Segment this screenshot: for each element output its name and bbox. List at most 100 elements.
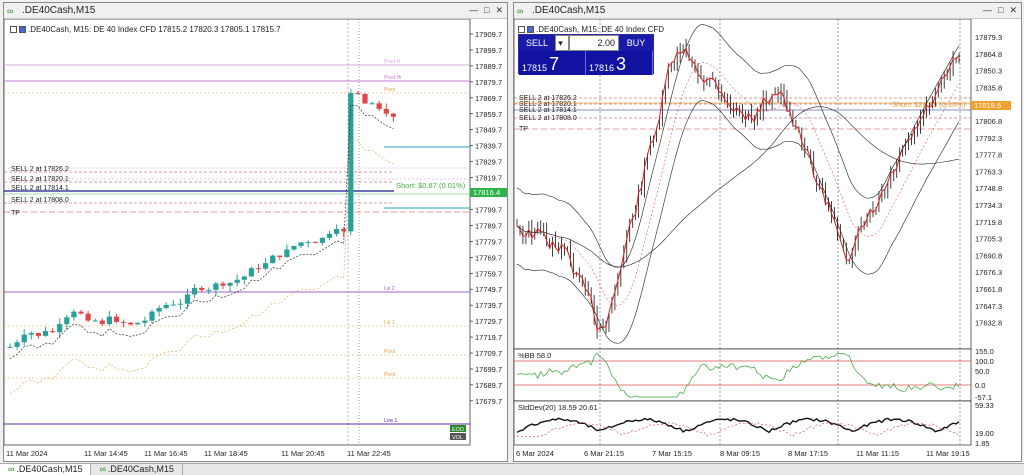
right-price-chart[interactable]: 17879.317864.817850.317835.817821.317806… — [513, 18, 1021, 461]
take-profit-label: TP — [519, 126, 528, 133]
stddev-indicator-label: StdDev(20) 18.59 20.61 — [518, 403, 598, 412]
candle-body — [92, 320, 98, 322]
price-scale-label: 17699.7 — [475, 365, 502, 374]
window-icon[interactable] — [19, 26, 26, 33]
bb-indicator-label: %BB 58.0 — [518, 351, 551, 360]
right-chart-info: .DE40Cash, M15: DE 40 Index CFD — [518, 25, 664, 34]
close-icon[interactable]: ✕ — [495, 5, 503, 15]
price-scale-label: 17769.7 — [475, 253, 502, 262]
window-icon[interactable] — [527, 26, 534, 33]
price-scale-label: 17705.3 — [975, 235, 1002, 244]
price-scale-label: 17849.7 — [475, 126, 502, 135]
candle-body — [50, 331, 56, 333]
left-window-titlebar[interactable]: ∞ .DE40Cash,M15 — □ ✕ — [4, 3, 507, 19]
candle-body — [390, 113, 396, 117]
price-scale-label: 17859.7 — [475, 110, 502, 119]
candle-body — [57, 324, 63, 333]
time-scale-label: 11 Mar 20:45 — [281, 449, 325, 458]
candle-body — [170, 304, 176, 306]
sell-button[interactable]: SELL — [519, 35, 555, 51]
left-chart-info: .DE40Cash, M15: DE 40 Index CFD 17815.2 … — [10, 25, 281, 34]
price-scale-label: 17647.3 — [975, 302, 1002, 311]
time-scale-label: 11 Mar 16:45 — [144, 449, 188, 458]
candle-body — [362, 93, 368, 104]
left-price-chart[interactable]: 17909.7 17899.7 17889.7 17879.7 17869.7 17859… — [3, 18, 507, 461]
menu-icon[interactable] — [518, 26, 525, 33]
sell-order-label: SELL 2 at 17820.1 — [519, 101, 577, 108]
sell-order-label: SELL 2 at 17808.0 — [519, 115, 577, 122]
price-scale-label: 17719.8 — [975, 218, 1002, 227]
candle-body — [291, 245, 297, 250]
minimize-icon[interactable]: — — [983, 5, 993, 15]
price-scale-label: 17679.7 — [475, 397, 502, 406]
chart-tab[interactable]: ∞ .DE40Cash,M15 — [91, 464, 183, 475]
candle-body — [14, 342, 20, 347]
menu-icon[interactable] — [10, 26, 17, 33]
candle-body — [234, 279, 240, 283]
moving-average-line — [9, 104, 394, 360]
candle-body — [78, 311, 84, 314]
sell-order-label: SELL 2 at 17814.1 — [519, 107, 577, 114]
lot-size-input[interactable]: 2.00 — [569, 35, 619, 51]
candle-body — [348, 93, 354, 232]
price-scale-label: 17879.3 — [975, 33, 1002, 42]
candle-body — [163, 304, 169, 309]
candle-body — [121, 321, 127, 323]
maximize-icon[interactable]: □ — [484, 5, 490, 15]
sd-scale-label: 59.33 — [975, 401, 994, 410]
price-scale-label: 17763.3 — [975, 167, 1002, 176]
right-window-titlebar[interactable]: ∞ .DE40Cash,M15 — □ ✕ — [514, 3, 1021, 19]
price-scale-label: 17759.7 — [475, 269, 502, 278]
pivot-level-label: Low 1 — [384, 418, 398, 424]
chart-tab[interactable]: ∞ .DE40Cash,M15 — [0, 464, 92, 475]
bb-scale-label: -57.1 — [975, 393, 992, 402]
time-scale-label: 11 Mar 11:15 — [856, 449, 899, 458]
price-scale-label: 17739.7 — [475, 301, 502, 310]
candle-body — [142, 320, 148, 323]
candle-body — [64, 317, 70, 325]
current-price-label: 17816.4 — [473, 188, 500, 197]
price-scale-label: 17819.7 — [475, 174, 502, 183]
candle-body — [42, 331, 49, 336]
price-scale-label: 17829.7 — [475, 158, 502, 167]
take-profit-label: TP — [11, 210, 20, 217]
bb-scale-label: 155.0 — [975, 347, 994, 356]
sell-order-label: SELL 2 at 17808.0 — [11, 197, 69, 204]
candle-body — [270, 255, 276, 264]
right-chart-canvas[interactable]: 17879.317864.817850.317835.817821.317806… — [513, 18, 1021, 461]
pivot-level-label: Lvl 2 — [384, 286, 395, 292]
candle-body — [369, 103, 375, 105]
price-scale-label: 17869.7 — [475, 94, 502, 103]
sell-price[interactable]: 17815 7 — [519, 51, 586, 75]
buy-button[interactable]: BUY — [619, 35, 653, 51]
candle-body — [284, 249, 290, 258]
price-scale-label: 17749.7 — [475, 285, 502, 294]
slow-moving-average — [516, 106, 960, 268]
close-icon[interactable]: ✕ — [1009, 5, 1017, 15]
chart-tab-label: .DE40Cash,M15 — [16, 464, 83, 474]
time-scale-label: 8 Mar 09:15 — [720, 449, 760, 458]
left-chart-window[interactable]: ∞ .DE40Cash,M15 — □ ✕ 17909.7 17899.7 1788… — [3, 2, 508, 462]
price-scale-label: 17799.7 — [475, 205, 502, 214]
pivot-level-label: Pivot H — [384, 59, 401, 65]
current-price-tag — [971, 101, 1011, 110]
plot-area — [3, 18, 471, 446]
chart-tab-icon: ∞ — [8, 464, 15, 474]
buy-price[interactable]: 17816 3 — [586, 51, 653, 75]
candle-body — [35, 333, 41, 336]
candle-body — [28, 333, 34, 335]
price-scale-label: 17709.7 — [475, 349, 502, 358]
candle-body — [220, 283, 226, 286]
candle-body — [106, 316, 112, 325]
price-scale-label: 17789.7 — [475, 221, 502, 230]
buy-price-prefix: 17816 — [589, 63, 615, 73]
left-chart-canvas[interactable]: 17909.7 17899.7 17889.7 17879.7 17869.7 17859… — [3, 18, 507, 461]
lot-decrease-icon[interactable]: ▾ — [555, 35, 569, 51]
minimize-icon[interactable]: — — [469, 5, 479, 15]
time-scale-label: 11 Mar 14:45 — [84, 449, 128, 458]
candle-body — [263, 263, 269, 269]
right-chart-window[interactable]: ∞ .DE40Cash,M15 — □ ✕ 17879.3 17864.8 1785… — [513, 2, 1022, 462]
price-scale-label: 17729.7 — [475, 317, 502, 326]
time-scale-label: 11 Mar 18:45 — [204, 449, 248, 458]
maximize-icon[interactable]: □ — [998, 5, 1004, 15]
